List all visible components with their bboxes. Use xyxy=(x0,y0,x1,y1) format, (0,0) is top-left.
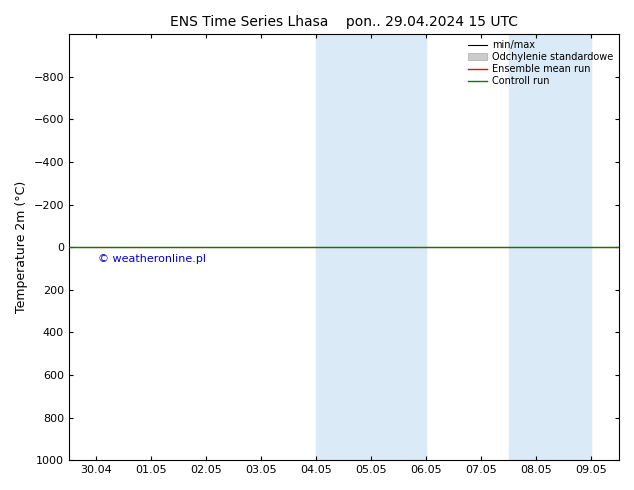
Text: © weatheronline.pl: © weatheronline.pl xyxy=(98,254,205,264)
Bar xyxy=(316,34,372,460)
Bar xyxy=(509,34,592,460)
Title: ENS Time Series Lhasa    pon.. 29.04.2024 15 UTC: ENS Time Series Lhasa pon.. 29.04.2024 1… xyxy=(170,15,518,29)
Y-axis label: Temperature 2m (°C): Temperature 2m (°C) xyxy=(15,181,28,314)
Bar xyxy=(372,34,427,460)
Legend: min/max, Odchylenie standardowe, Ensemble mean run, Controll run: min/max, Odchylenie standardowe, Ensembl… xyxy=(463,36,617,90)
